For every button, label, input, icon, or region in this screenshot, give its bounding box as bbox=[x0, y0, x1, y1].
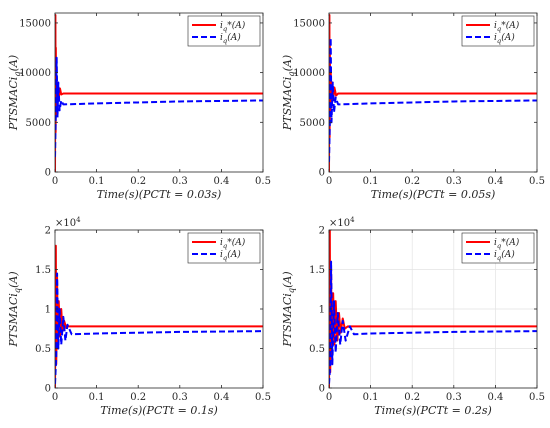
x-axis-label: Time(s)(PCTt = 0.03s) bbox=[97, 188, 222, 201]
y-tick-label: 2 bbox=[45, 226, 51, 237]
chart-panel-bottom-left: 0 0.1 0.2 0.3 0.4 0.5 0 0.5 1 1.5 2 ×104 Time(s)(PCT… bbox=[7, 216, 271, 417]
legend-box bbox=[187, 15, 261, 47]
legend-label-actual: iq(A) bbox=[220, 249, 241, 262]
y-exponent-label: ×104 bbox=[55, 216, 81, 229]
y-tick-label: 0.5 bbox=[309, 344, 325, 355]
y-tick-label: 0 bbox=[319, 168, 325, 179]
series-line-actual bbox=[329, 260, 537, 385]
x-tick-label: 0.3 bbox=[172, 392, 188, 403]
x-tick-label: 0 bbox=[52, 392, 58, 403]
y-tick-label: 5000 bbox=[26, 118, 51, 129]
x-tick-label: 0.2 bbox=[404, 176, 420, 187]
x-tick-label: 0.4 bbox=[213, 392, 229, 403]
x-tick-label: 0.1 bbox=[89, 176, 105, 187]
x-tick-label: 0.4 bbox=[487, 176, 503, 187]
legend-label-actual: iq(A) bbox=[494, 249, 515, 262]
y-tick-label: 1 bbox=[45, 305, 51, 316]
legend-label-reference: iq*(A) bbox=[220, 237, 246, 250]
y-axis-label: PTSMACiq(A) bbox=[281, 55, 296, 131]
chart-panel-bottom-right: 0 0.1 0.2 0.3 0.4 0.5 0 0.5 1 1.5 2 ×104 Time(s)(PCT… bbox=[281, 216, 545, 417]
x-tick-label: 0.1 bbox=[89, 392, 105, 403]
x-tick-label: 0.3 bbox=[446, 176, 462, 187]
x-tick-label: 0.2 bbox=[130, 392, 146, 403]
y-tick-label: 15000 bbox=[293, 18, 325, 29]
legend-label-reference: iq*(A) bbox=[220, 20, 246, 33]
x-axis-label: Time(s)(PCTt = 0.05s) bbox=[371, 188, 496, 201]
x-tick-label: 0.5 bbox=[255, 392, 271, 403]
x-tick-label: 0.1 bbox=[363, 176, 379, 187]
legend-label-actual: iq(A) bbox=[494, 32, 515, 45]
y-tick-label: 0 bbox=[45, 384, 51, 395]
y-tick-label: 10000 bbox=[19, 68, 51, 79]
x-tick-label: 0 bbox=[52, 176, 58, 187]
y-tick-label: 10000 bbox=[293, 68, 325, 79]
legend-box bbox=[461, 232, 535, 264]
x-tick-label: 0.3 bbox=[446, 392, 462, 403]
x-tick-label: 0.5 bbox=[529, 176, 545, 187]
legend-label-reference: iq*(A) bbox=[494, 237, 520, 250]
axes-box bbox=[54, 12, 264, 173]
x-tick-label: 0.4 bbox=[213, 176, 229, 187]
series-line-actual bbox=[55, 272, 263, 385]
x-tick-label: 0.5 bbox=[529, 392, 545, 403]
x-axis-label: Time(s)(PCTt = 0.2s) bbox=[374, 404, 492, 417]
y-tick-label: 0 bbox=[45, 168, 51, 179]
series-line-actual bbox=[329, 36, 537, 163]
legend-box bbox=[461, 15, 535, 47]
x-tick-label: 0 bbox=[326, 392, 332, 403]
y-tick-label: 0.5 bbox=[35, 344, 51, 355]
y-axis-label: PTSMACiq(A) bbox=[7, 55, 22, 131]
x-tick-label: 0.2 bbox=[404, 392, 420, 403]
y-tick-label: 1 bbox=[319, 305, 325, 316]
x-tick-label: 0.1 bbox=[363, 392, 379, 403]
y-axis-label: PTSMACiq(A) bbox=[281, 271, 296, 347]
y-tick-label: 5000 bbox=[300, 118, 325, 129]
y-tick-label: 1.5 bbox=[309, 265, 325, 276]
x-tick-label: 0.5 bbox=[255, 176, 271, 187]
y-axis-label: PTSMACiq(A) bbox=[7, 271, 22, 347]
x-tick-label: 0 bbox=[326, 176, 332, 187]
x-tick-label: 0.3 bbox=[172, 176, 188, 187]
y-tick-label: 2 bbox=[319, 226, 325, 237]
y-exponent-label: ×104 bbox=[329, 216, 355, 229]
x-tick-label: 0.4 bbox=[487, 392, 503, 403]
series-line-actual bbox=[55, 56, 263, 158]
legend-label-reference: iq*(A) bbox=[494, 20, 520, 33]
chart-panel-top-right: 0 0.1 0.2 0.3 0.4 0.5 0 5000 10000 15000 Time(s)(P… bbox=[281, 12, 545, 201]
legend-label-actual: iq(A) bbox=[220, 32, 241, 45]
y-tick-label: 0 bbox=[319, 384, 325, 395]
y-tick-label: 1.5 bbox=[35, 265, 51, 276]
y-tick-label: 15000 bbox=[19, 18, 51, 29]
series-line-reference bbox=[55, 244, 263, 388]
x-axis-label: Time(s)(PCTt = 0.1s) bbox=[100, 404, 218, 417]
chart-panel-top-left: 0 0.1 0.2 0.3 0.4 0.5 0 5000 10000 15000 Time(s)(P… bbox=[7, 12, 271, 201]
x-tick-label: 0.2 bbox=[130, 176, 146, 187]
legend-box bbox=[187, 232, 261, 264]
axes-box bbox=[328, 12, 538, 173]
